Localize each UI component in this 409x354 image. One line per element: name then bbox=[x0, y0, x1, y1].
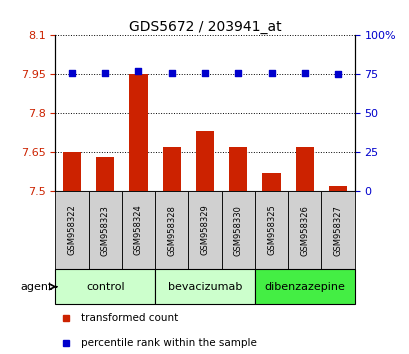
Bar bbox=[129, 74, 147, 191]
Text: GSM958326: GSM958326 bbox=[299, 205, 308, 256]
Bar bbox=[121, 191, 155, 269]
Text: dibenzazepine: dibenzazepine bbox=[264, 282, 344, 292]
Text: GSM958323: GSM958323 bbox=[101, 205, 110, 256]
Bar bbox=[262, 173, 280, 191]
Bar bbox=[196, 131, 213, 191]
Point bbox=[301, 70, 307, 76]
Bar bbox=[254, 269, 354, 304]
Bar bbox=[288, 191, 321, 269]
Point bbox=[102, 70, 108, 76]
Point bbox=[201, 70, 208, 76]
Title: GDS5672 / 203941_at: GDS5672 / 203941_at bbox=[128, 21, 281, 34]
Point bbox=[135, 68, 142, 74]
Text: agent: agent bbox=[20, 282, 52, 292]
Bar bbox=[63, 152, 81, 191]
Point bbox=[69, 70, 75, 76]
Text: GSM958327: GSM958327 bbox=[333, 205, 342, 256]
Bar bbox=[55, 269, 155, 304]
Point bbox=[267, 70, 274, 76]
Text: GSM958325: GSM958325 bbox=[266, 205, 275, 256]
Bar bbox=[221, 191, 254, 269]
Text: percentile rank within the sample: percentile rank within the sample bbox=[81, 338, 256, 348]
Bar bbox=[295, 147, 313, 191]
Bar bbox=[229, 147, 247, 191]
Text: transformed count: transformed count bbox=[81, 313, 178, 323]
Bar bbox=[96, 158, 114, 191]
Bar bbox=[88, 191, 121, 269]
Bar bbox=[155, 191, 188, 269]
Point bbox=[234, 70, 241, 76]
Text: bevacizumab: bevacizumab bbox=[167, 282, 242, 292]
Bar bbox=[328, 186, 346, 191]
Bar bbox=[55, 191, 88, 269]
Text: control: control bbox=[86, 282, 124, 292]
Bar bbox=[254, 191, 288, 269]
Point bbox=[168, 70, 175, 76]
Bar bbox=[321, 191, 354, 269]
Bar bbox=[188, 191, 221, 269]
Point bbox=[334, 72, 340, 77]
Bar bbox=[155, 269, 254, 304]
Bar bbox=[162, 147, 180, 191]
Text: GSM958324: GSM958324 bbox=[134, 205, 143, 256]
Text: GSM958330: GSM958330 bbox=[233, 205, 242, 256]
Text: GSM958329: GSM958329 bbox=[200, 205, 209, 256]
Text: GSM958328: GSM958328 bbox=[167, 205, 176, 256]
Text: GSM958322: GSM958322 bbox=[67, 205, 76, 256]
